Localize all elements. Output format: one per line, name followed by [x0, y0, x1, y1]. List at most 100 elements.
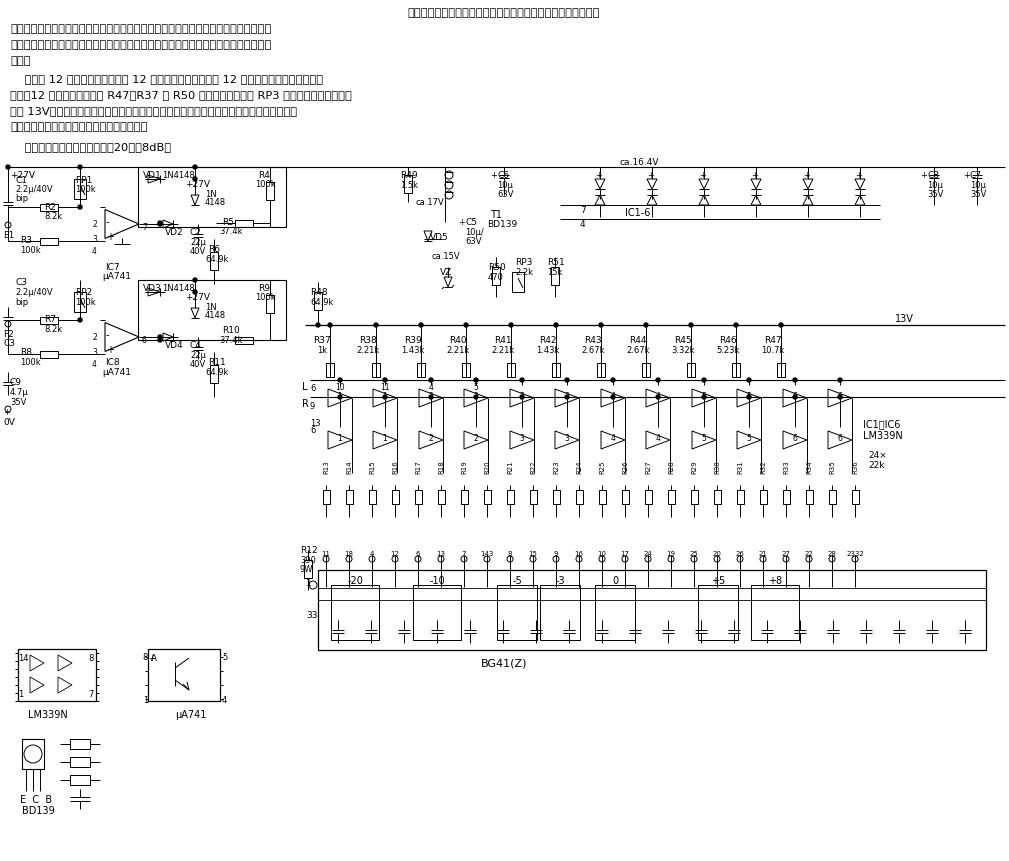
- Text: 6: 6: [310, 425, 316, 435]
- Text: VD5: VD5: [430, 232, 449, 242]
- Text: R11: R11: [208, 357, 226, 367]
- Text: -: -: [106, 217, 110, 226]
- Text: VD3: VD3: [143, 283, 161, 293]
- Text: 6: 6: [142, 336, 147, 344]
- Text: +: +: [699, 170, 706, 180]
- Text: 3: 3: [565, 392, 569, 401]
- Text: 100k: 100k: [255, 293, 275, 301]
- Text: IC1-6: IC1-6: [625, 208, 651, 218]
- Text: μA741: μA741: [102, 272, 131, 281]
- Text: 1k: 1k: [317, 345, 327, 355]
- Polygon shape: [58, 655, 72, 672]
- Bar: [304, 561, 312, 579]
- Text: 63V: 63V: [497, 189, 514, 199]
- Text: 1N4148: 1N4148: [162, 170, 195, 180]
- Text: R21: R21: [507, 460, 513, 474]
- Circle shape: [734, 324, 738, 328]
- Text: LM339N: LM339N: [28, 709, 68, 719]
- Text: 6: 6: [310, 383, 316, 393]
- Text: +: +: [3, 407, 10, 417]
- Text: 0: 0: [611, 575, 619, 585]
- Text: 2.67k: 2.67k: [581, 345, 604, 355]
- Text: L: L: [302, 381, 308, 392]
- Text: 15k: 15k: [547, 268, 562, 276]
- Text: 13V: 13V: [895, 313, 914, 324]
- Text: C8: C8: [927, 170, 939, 180]
- Text: 470: 470: [488, 273, 503, 282]
- Bar: [552, 363, 560, 378]
- Text: E1: E1: [3, 231, 14, 239]
- Text: R: R: [302, 399, 309, 408]
- Text: 调至 13V。当某一个比较器同相输入端上的电压超过反相输入端上的基准电压时，该比较器: 调至 13V。当某一个比较器同相输入端上的电压超过反相输入端上的基准电压时，该比…: [10, 106, 297, 116]
- Text: R33: R33: [783, 460, 789, 474]
- Text: 2.21k: 2.21k: [356, 345, 379, 355]
- Bar: [74, 293, 86, 313]
- Polygon shape: [595, 180, 605, 189]
- Text: 4: 4: [656, 392, 661, 401]
- Bar: [372, 363, 380, 378]
- Text: +: +: [458, 218, 465, 226]
- Text: 1.5k: 1.5k: [400, 181, 418, 189]
- Text: IC8: IC8: [105, 357, 120, 367]
- Text: R25: R25: [599, 460, 605, 474]
- Text: 24: 24: [644, 550, 653, 556]
- Text: R28: R28: [668, 460, 674, 474]
- Text: 1: 1: [338, 434, 342, 443]
- Text: 17: 17: [621, 550, 630, 556]
- Polygon shape: [163, 333, 173, 342]
- Bar: [404, 176, 412, 194]
- Circle shape: [702, 379, 706, 382]
- Text: 10μ: 10μ: [927, 181, 942, 189]
- Text: RP3: RP3: [515, 257, 533, 267]
- Text: 4148: 4148: [205, 198, 226, 207]
- Polygon shape: [105, 323, 139, 352]
- Text: R38: R38: [359, 336, 377, 344]
- Polygon shape: [647, 195, 657, 206]
- Text: C1: C1: [15, 176, 27, 185]
- Polygon shape: [148, 176, 160, 183]
- Bar: [235, 220, 253, 228]
- Text: 8: 8: [88, 653, 94, 662]
- Text: 1.43k: 1.43k: [402, 345, 425, 355]
- Text: ca.17V: ca.17V: [415, 198, 444, 207]
- Text: R17: R17: [415, 460, 421, 474]
- Bar: [760, 491, 767, 505]
- Text: R7: R7: [44, 314, 57, 324]
- Text: 5: 5: [222, 653, 227, 661]
- Text: R20: R20: [484, 460, 490, 474]
- Text: μA741: μA741: [175, 709, 207, 719]
- Text: 1: 1: [306, 579, 312, 587]
- Polygon shape: [163, 220, 173, 229]
- Text: 2: 2: [429, 392, 434, 401]
- Polygon shape: [646, 389, 670, 407]
- Text: R10: R10: [222, 325, 240, 335]
- Text: 1: 1: [338, 392, 342, 401]
- Circle shape: [78, 319, 82, 323]
- Circle shape: [474, 379, 478, 382]
- Bar: [346, 491, 353, 505]
- Text: 来用。: 来用。: [10, 56, 30, 66]
- Text: R14: R14: [346, 460, 352, 474]
- Bar: [530, 491, 537, 505]
- Bar: [687, 363, 695, 378]
- Text: 6: 6: [792, 434, 797, 443]
- Text: 64.9k: 64.9k: [310, 298, 333, 307]
- Polygon shape: [803, 195, 813, 206]
- Text: 2.2k: 2.2k: [515, 268, 533, 276]
- Text: 5: 5: [701, 392, 706, 401]
- Bar: [415, 491, 422, 505]
- Polygon shape: [828, 431, 852, 449]
- Text: 35V: 35V: [10, 398, 26, 406]
- Text: 28: 28: [827, 550, 836, 556]
- Text: bip: bip: [15, 194, 28, 202]
- Text: +: +: [963, 170, 970, 180]
- Text: 24×: 24×: [868, 450, 887, 460]
- Polygon shape: [464, 389, 488, 407]
- Text: R32: R32: [760, 460, 766, 474]
- Polygon shape: [699, 195, 709, 206]
- Text: R29: R29: [691, 460, 697, 474]
- Text: μA741: μA741: [102, 368, 131, 376]
- Circle shape: [328, 324, 332, 328]
- Text: R16: R16: [393, 460, 398, 474]
- Bar: [462, 363, 470, 378]
